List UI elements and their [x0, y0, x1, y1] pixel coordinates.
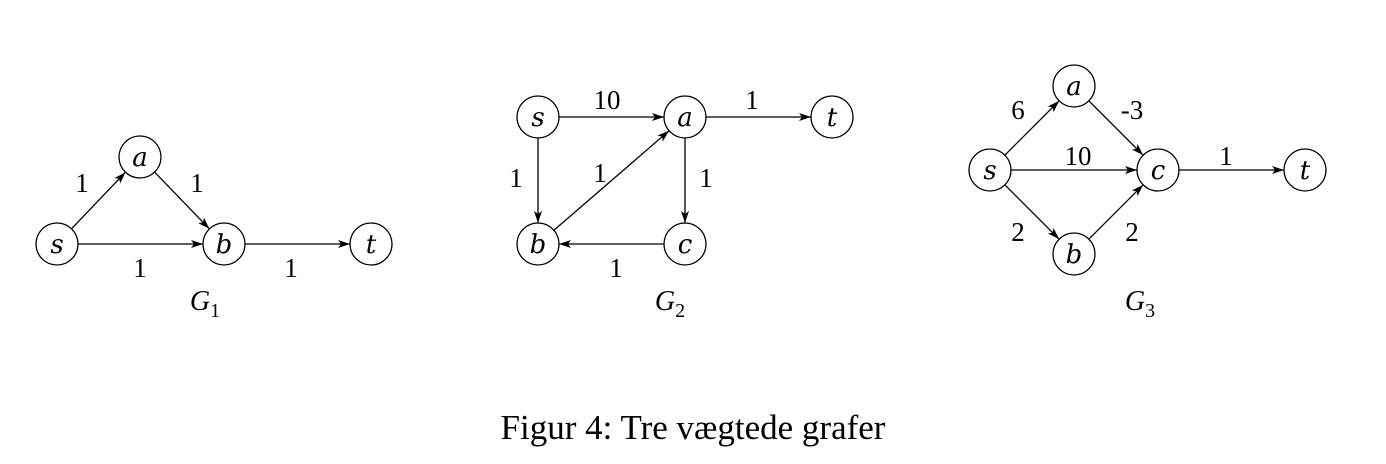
g3-weight-b-c: 2 [1125, 217, 1139, 247]
g1-title-subscript: 1 [210, 300, 220, 322]
g1-node-s-label: s [50, 230, 63, 260]
g1-edge-s-a [71, 171, 126, 230]
g3-node-s-label: s [983, 156, 996, 186]
g1-title: G1 [190, 286, 220, 322]
g1-node-a-circle [118, 135, 162, 179]
g1-node-t-circle [349, 222, 393, 266]
g2-title-letter: G [655, 286, 675, 317]
g3-weight-s-a: 6 [1011, 95, 1025, 125]
g2-weight-a-c: 1 [699, 163, 713, 193]
g1-node-t: t [349, 222, 393, 266]
g3-weight-s-c: 10 [1065, 141, 1092, 171]
g2-weight-c-b: 1 [609, 253, 623, 283]
g3-title-subscript: 3 [1145, 300, 1155, 322]
g2-node-s-label: s [531, 103, 544, 133]
g2-title-subscript: 2 [675, 300, 685, 322]
g2-node-b: b [516, 222, 560, 266]
g2-weight-a-t: 1 [745, 85, 759, 115]
g2-weight-b-a: 1 [593, 158, 607, 188]
g3-node-b-label: b [1066, 240, 1083, 270]
g1-node-s-circle [35, 222, 79, 266]
g3-node-t: t [1283, 148, 1327, 192]
g1-node-b-label: b [216, 230, 233, 260]
g3-edge-a-c [1088, 100, 1144, 156]
g3-node-t-label: t [1300, 156, 1311, 186]
g3-node-s-circle [968, 148, 1012, 192]
g1-weight-b-t: 1 [284, 253, 298, 283]
g3-node-a: a [1052, 64, 1096, 108]
g2-node-b-circle [516, 222, 560, 266]
g2-node-c: c [663, 222, 707, 266]
g2-node-s: s [516, 95, 560, 139]
g2-node-c-circle [663, 222, 707, 266]
g3-node-c: c [1136, 148, 1180, 192]
g2-title: G2 [655, 286, 685, 322]
g3-title-letter: G [1125, 286, 1145, 317]
g2-node-b-label: b [530, 230, 547, 260]
g3-node-a-label: a [1066, 72, 1082, 102]
g3-title: G3 [1125, 286, 1155, 322]
g2-weight-s-b: 1 [509, 163, 523, 193]
g2-node-a-circle [663, 95, 707, 139]
g3-edge-s-a [1004, 100, 1060, 156]
figure-caption: Figur 4: Tre vægtede grafer [500, 408, 886, 447]
g1-node-b-circle [202, 222, 246, 266]
g3-edge-s-b [1004, 184, 1060, 240]
g3-node-s: s [968, 148, 1012, 192]
g3-node-c-circle [1136, 148, 1180, 192]
g3-node-t-circle [1283, 148, 1327, 192]
g2-weight-s-a: 10 [594, 85, 621, 115]
g2-node-s-circle [516, 95, 560, 139]
g1-weight-s-a: 1 [75, 168, 89, 198]
g3-node-a-circle [1052, 64, 1096, 108]
g1-weight-a-b: 1 [190, 168, 204, 198]
g2-node-a: a [663, 95, 707, 139]
g1-title-letter: G [190, 286, 210, 317]
g1-edge-a-b [154, 171, 210, 230]
g3-node-c-label: c [1151, 156, 1166, 186]
g2-edge-b-a [553, 130, 670, 231]
g1-node-a: a [118, 135, 162, 179]
g3-weight-a-c: -3 [1121, 95, 1144, 125]
g2-node-c-label: c [678, 230, 693, 260]
g1-node-b: b [202, 222, 246, 266]
g3-weight-s-b: 2 [1011, 217, 1025, 247]
g3-node-b-circle [1052, 232, 1096, 276]
g2-node-t: t [810, 95, 854, 139]
g2-node-t-label: t [827, 103, 838, 133]
g1-node-s: s [35, 222, 79, 266]
g3-weight-c-t: 1 [1219, 141, 1233, 171]
g2-node-t-circle [810, 95, 854, 139]
g2-node-a-label: a [677, 103, 693, 133]
g3-node-b: b [1052, 232, 1096, 276]
g3-edge-b-c [1088, 184, 1144, 240]
g1-node-t-label: t [366, 230, 377, 260]
g1-node-a-label: a [132, 143, 148, 173]
g1-weight-s-b: 1 [133, 253, 147, 283]
